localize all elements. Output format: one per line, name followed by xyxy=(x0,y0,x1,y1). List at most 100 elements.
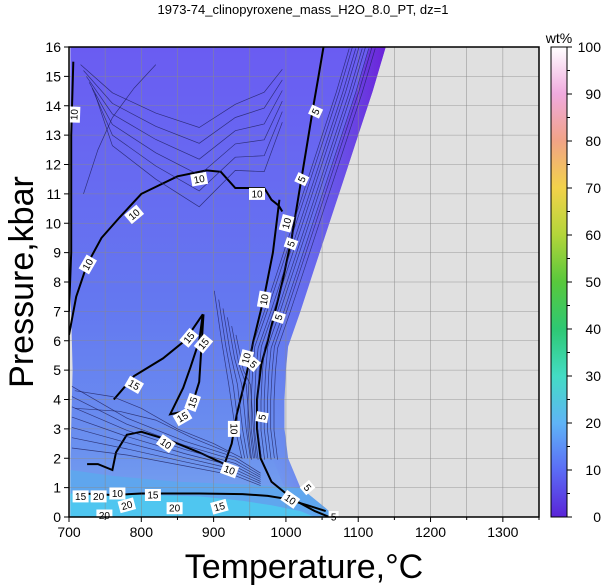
y-tick-label: 3 xyxy=(53,421,61,437)
contour-label-text: 5 xyxy=(274,313,286,322)
contour-label-bg xyxy=(227,420,240,437)
contour-label-bg xyxy=(278,214,295,233)
contour-line-minor xyxy=(71,385,261,474)
y-tick-label: 8 xyxy=(53,274,61,290)
contour-label: 20 xyxy=(90,490,107,503)
contour-label-bg xyxy=(283,237,299,251)
contour-label-bg xyxy=(144,489,161,501)
y-tick-label: 6 xyxy=(53,333,61,349)
contour-label-text: 15 xyxy=(126,378,142,393)
contour-label-bg xyxy=(72,490,89,503)
colorbar-ticks: 0 10 20 30 40 50 60 70 80 90 100 xyxy=(567,39,601,525)
contour-line-minor xyxy=(71,427,261,482)
colorbar-tick-label: 80 xyxy=(585,133,601,149)
y-tick-label: 0 xyxy=(53,509,61,525)
x-tick-label: 1300 xyxy=(487,524,518,540)
contour-line-minor xyxy=(71,406,261,478)
contour-line-minor xyxy=(71,396,261,476)
contour-label: 5 xyxy=(271,310,286,324)
colorbar-tick-label: 70 xyxy=(585,180,601,196)
contour-line-minor xyxy=(254,48,357,460)
contour-label-bg xyxy=(210,498,229,515)
contour-label-text: 10 xyxy=(193,174,206,187)
contour-label-text: 10 xyxy=(227,423,238,435)
colorbar-tick-label: 90 xyxy=(585,86,601,102)
contour-line-minor xyxy=(83,70,283,144)
contour-label-text: 5 xyxy=(257,413,269,421)
field-edge-band xyxy=(268,47,386,517)
y-tick-label: 14 xyxy=(45,98,61,114)
contour-label-bg xyxy=(299,479,316,496)
contour-label-bg xyxy=(124,204,145,225)
contour-line-minor xyxy=(74,407,229,453)
contour-label-text: 5 xyxy=(331,513,337,524)
contour-label: 5 xyxy=(308,104,324,119)
contour-label-bg xyxy=(172,407,193,427)
x-tick-label: 1100 xyxy=(343,524,373,540)
contour-line-minor xyxy=(71,437,261,484)
y-tick-label: 13 xyxy=(45,127,61,143)
contour-label-text: 5 xyxy=(297,174,310,184)
contour-label: 20 xyxy=(96,509,113,522)
contour-label-bg xyxy=(190,171,209,187)
contour-label-text: 15 xyxy=(186,395,200,410)
contour-line-minor xyxy=(71,447,261,486)
contour-label: 10 xyxy=(190,171,209,187)
colorbar-tick-label: 50 xyxy=(585,274,601,290)
y-tick-label: 5 xyxy=(53,362,61,378)
contour-line-minor xyxy=(231,326,254,459)
colorbar-tick-label: 60 xyxy=(585,227,601,243)
contour-label: 5 xyxy=(245,356,262,373)
y-tick-label: 16 xyxy=(45,39,61,55)
contour-line-minor xyxy=(91,87,283,192)
contour-label: 10 xyxy=(249,187,265,200)
contour-label-text: 10 xyxy=(281,216,295,230)
contour-label: 5 xyxy=(294,172,310,187)
contour-line xyxy=(69,169,284,336)
contour-line-minor xyxy=(218,299,246,459)
contour-label: 15 xyxy=(184,392,201,412)
contour-label-text: 5 xyxy=(301,483,313,495)
contour-label: 10 xyxy=(67,106,81,123)
contour-label-bg xyxy=(271,310,286,324)
contour-line-minor xyxy=(71,416,261,480)
contour-label-bg xyxy=(308,104,324,119)
contour-line-minor xyxy=(260,48,363,460)
contour-label-text: 10 xyxy=(69,108,80,120)
contour-line-minor xyxy=(227,317,251,459)
contour-label-bg xyxy=(184,392,201,412)
colorbar xyxy=(550,46,568,518)
contour-line-minor xyxy=(263,47,366,459)
contour-label-bg xyxy=(78,254,97,275)
contour-line-minor xyxy=(80,64,283,128)
x-axis-label: Temperature,°C xyxy=(185,548,423,586)
contour-label: 5 xyxy=(283,237,299,251)
x-tick-label: 1000 xyxy=(270,524,301,540)
contour-label: 5 xyxy=(255,411,269,424)
contour-label-text: 15 xyxy=(213,501,227,515)
contour-label-bg xyxy=(155,434,176,454)
contour-lines xyxy=(69,47,376,517)
contour-label: 10 xyxy=(278,214,295,233)
contour-line xyxy=(141,492,327,513)
contour-label-text: 10 xyxy=(251,189,263,200)
contour-label: 20 xyxy=(166,502,183,515)
contour-label: 10 xyxy=(78,254,97,275)
x-tick-label: 800 xyxy=(130,524,154,540)
contour-label: 10 xyxy=(256,290,272,309)
contour-line-minor xyxy=(222,308,248,459)
contour-label: 10 xyxy=(280,489,301,509)
contour-label: 10 xyxy=(219,461,240,479)
chart-title: 1973-74_clinopyroxene_mass_H2O_8.0_PT, d… xyxy=(158,2,449,17)
grid-lines xyxy=(69,47,539,517)
contour-line-minor xyxy=(213,290,243,459)
contour-line-minor xyxy=(250,47,353,459)
contour-label: 15 xyxy=(172,407,193,427)
contour-label-bg xyxy=(256,290,272,309)
contour-line-minor xyxy=(267,48,370,460)
contour-label-bg xyxy=(109,487,126,500)
colorbar-tick-label: 10 xyxy=(585,462,601,478)
x-tick-label: 900 xyxy=(202,524,226,540)
colorbar-tick-label: 100 xyxy=(578,39,602,55)
